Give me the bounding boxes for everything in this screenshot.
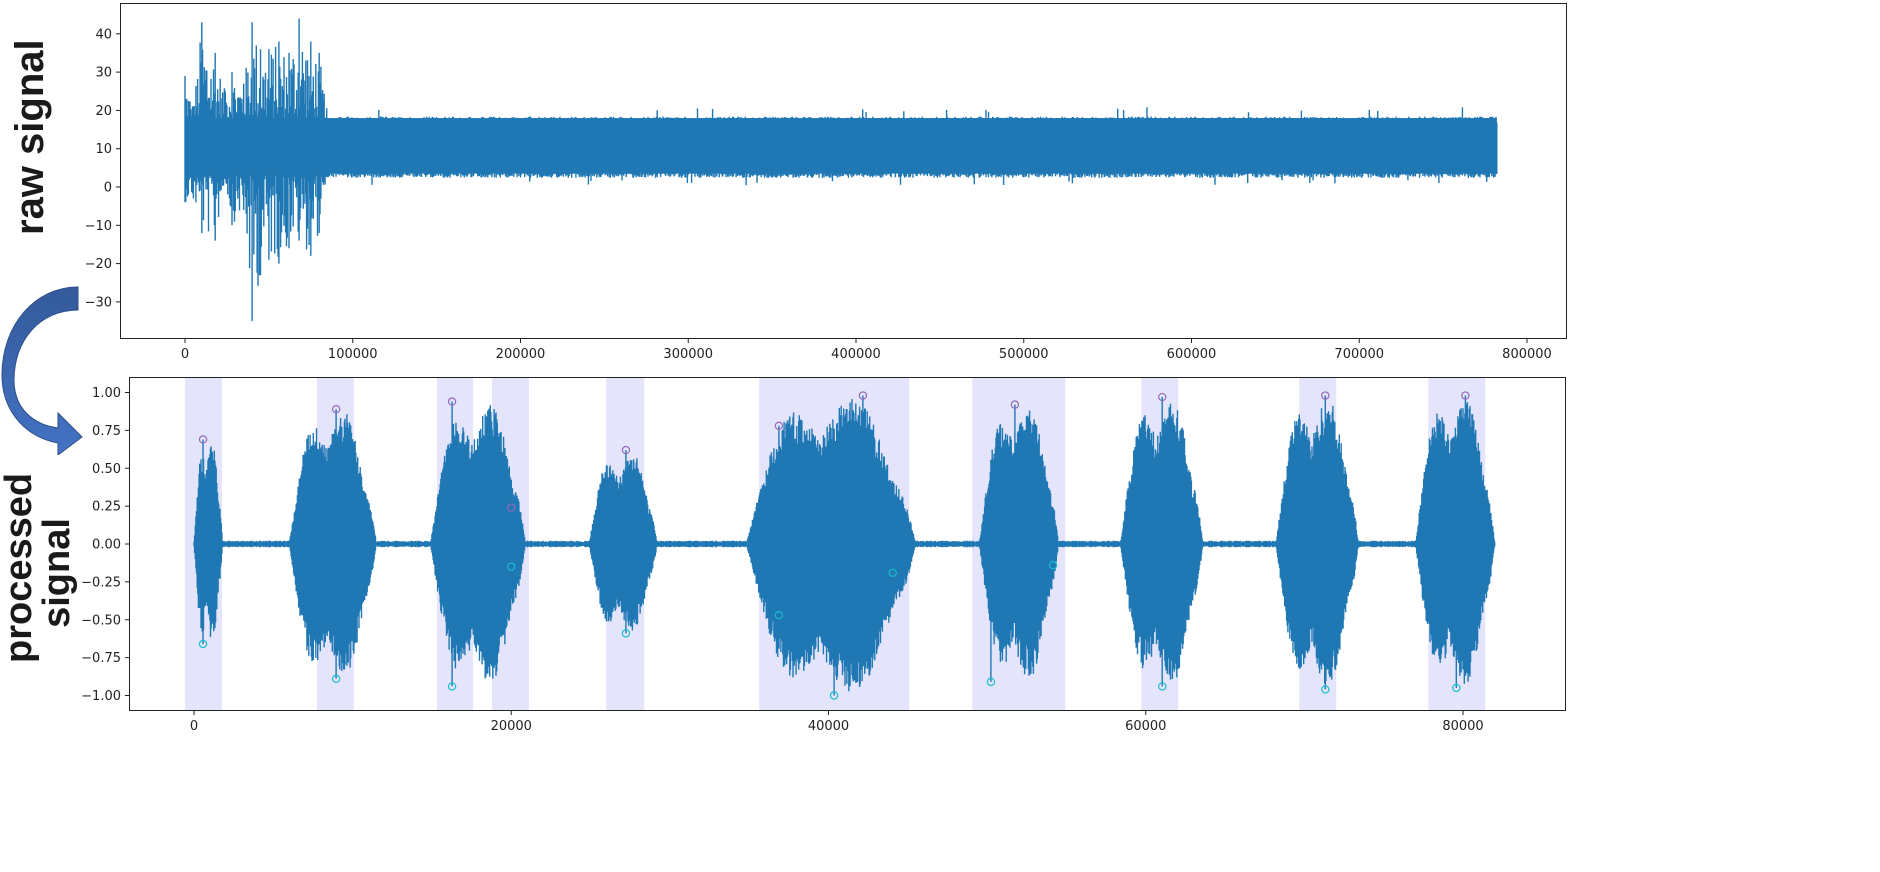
y-tick-label: −10 xyxy=(85,219,112,234)
peak-marker-icon xyxy=(858,391,868,400)
raw-x-axis: 0 100000 200000 300000 400000 500000 600000 700… xyxy=(181,338,1552,362)
y-tick-label: 1.00 xyxy=(92,386,121,401)
trough-marker-icon xyxy=(621,629,631,638)
x-tick-label: 0 xyxy=(181,347,189,362)
processed-y-axis: 1.00 0.75 0.50 0.25 0.00 −0.25 −0.50 −0.75 −1.00 xyxy=(81,386,130,704)
peak-marker-icon xyxy=(447,397,457,406)
y-tick-label: 0.50 xyxy=(92,462,121,477)
y-tick-label: 0 xyxy=(104,181,112,196)
raw-chart-frame xyxy=(120,3,1567,339)
peak-marker-icon xyxy=(198,435,208,444)
peak-markers xyxy=(198,391,1470,700)
trough-marker-icon xyxy=(198,639,208,649)
peak-marker-icon xyxy=(507,503,516,512)
x-tick-label: 60000 xyxy=(1125,719,1166,734)
y-tick-label: −0.25 xyxy=(81,575,121,590)
peak-marker-icon xyxy=(1010,400,1020,409)
processed-signal-plot-area xyxy=(193,395,1496,696)
y-tick-label: −0.50 xyxy=(81,613,121,628)
raw-signal-line xyxy=(184,18,1498,322)
x-tick-label: 300000 xyxy=(663,347,713,362)
trough-marker-icon xyxy=(986,677,996,687)
y-tick-label: 40 xyxy=(95,27,112,42)
y-tick-label: 20 xyxy=(95,104,112,119)
trough-marker-icon xyxy=(331,674,341,684)
y-tick-label: 0.00 xyxy=(92,538,121,553)
peak-marker-icon xyxy=(774,421,784,431)
raw-signal-plot-area xyxy=(184,18,1498,322)
trough-marker-icon xyxy=(1158,682,1167,691)
trough-marker-icon xyxy=(1048,561,1058,570)
x-tick-label: 0 xyxy=(190,719,198,734)
trough-marker-icon xyxy=(447,682,457,691)
peak-marker-icon xyxy=(1321,391,1330,400)
peak-marker-icon xyxy=(1461,391,1470,400)
y-tick-label: −0.75 xyxy=(81,651,121,666)
trough-marker-icon xyxy=(1452,683,1461,693)
x-tick-label: 800000 xyxy=(1502,347,1552,362)
peak-marker-icon xyxy=(331,404,341,414)
processed-x-axis: 0 20000 40000 60000 80000 xyxy=(190,710,1484,734)
trough-marker-icon xyxy=(774,611,784,620)
y-tick-label: −30 xyxy=(85,295,112,310)
trough-marker-icon xyxy=(1321,685,1330,694)
y-tick-label: 10 xyxy=(95,142,112,157)
peak-marker-icon xyxy=(621,445,631,455)
y-tick-label: 0.75 xyxy=(92,424,121,439)
x-tick-label: 40000 xyxy=(808,719,849,734)
raw-signal-chart: 40 30 20 10 0 −10 −20 −30 0 100000 200000 300000 40… xyxy=(85,3,1567,362)
curved-arrow-icon xyxy=(1,286,83,455)
raw-y-axis: 40 30 20 10 0 −10 −20 −30 xyxy=(85,27,121,310)
x-tick-label: 500000 xyxy=(999,347,1049,362)
y-tick-label: 0.25 xyxy=(92,500,121,515)
y-tick-label: 30 xyxy=(95,66,112,81)
x-tick-label: 700000 xyxy=(1334,347,1384,362)
trough-marker-icon xyxy=(888,568,897,577)
x-tick-label: 100000 xyxy=(328,347,378,362)
x-tick-label: 400000 xyxy=(831,347,881,362)
trough-marker-icon xyxy=(829,691,839,700)
trough-marker-icon xyxy=(507,562,516,571)
x-tick-label: 80000 xyxy=(1442,719,1483,734)
x-tick-label: 20000 xyxy=(491,719,532,734)
processed-signal-line xyxy=(193,395,1496,696)
peak-marker-icon xyxy=(1158,392,1167,402)
y-tick-label: −20 xyxy=(85,257,112,272)
x-tick-label: 200000 xyxy=(496,347,546,362)
y-tick-label: −1.00 xyxy=(81,689,121,704)
x-tick-label: 600000 xyxy=(1167,347,1217,362)
